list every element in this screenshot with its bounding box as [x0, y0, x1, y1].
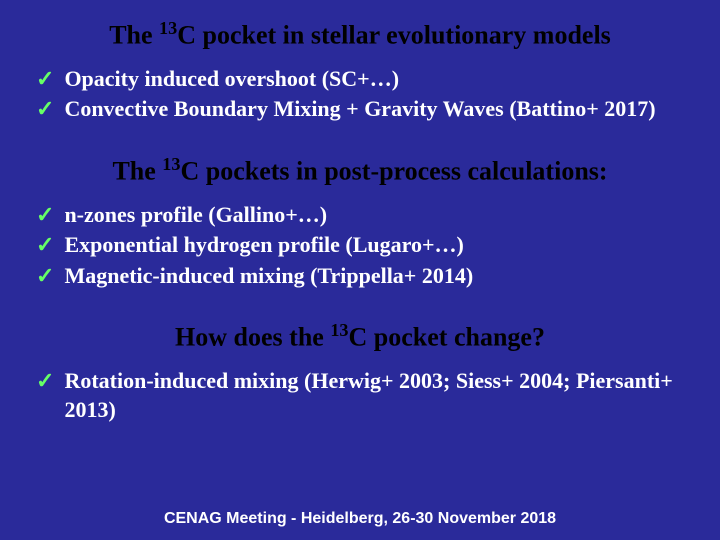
bullet-item: ✓ n-zones profile (Gallino+…) — [36, 201, 690, 230]
bullet-list-2: ✓ n-zones profile (Gallino+…) ✓ Exponent… — [36, 201, 690, 291]
bullet-item: ✓ Rotation-induced mixing (Herwig+ 2003;… — [36, 367, 690, 424]
title-3-pre: How does the — [175, 323, 330, 352]
bullet-text: n-zones profile (Gallino+…) — [64, 201, 327, 230]
title-2-post: C pockets in post-process calculations: — [180, 157, 607, 186]
bullet-text: Rotation-induced mixing (Herwig+ 2003; S… — [64, 367, 690, 424]
bullet-list-3: ✓ Rotation-induced mixing (Herwig+ 2003;… — [36, 367, 690, 424]
title-2: The 13C pockets in post-process calculat… — [30, 154, 690, 187]
check-icon: ✓ — [36, 231, 54, 260]
title-1-sup: 13 — [159, 18, 177, 38]
title-2-sup: 13 — [162, 154, 180, 174]
bullet-text: Exponential hydrogen profile (Lugaro+…) — [64, 231, 463, 260]
footer-text: CENAG Meeting - Heidelberg, 26-30 Novemb… — [0, 510, 720, 528]
check-icon: ✓ — [36, 95, 54, 124]
check-icon: ✓ — [36, 367, 54, 396]
title-1-post: C pocket in stellar evolutionary models — [177, 21, 611, 50]
bullet-text: Opacity induced overshoot (SC+…) — [64, 65, 399, 94]
bullet-item: ✓ Exponential hydrogen profile (Lugaro+…… — [36, 231, 690, 260]
title-1-pre: The — [109, 21, 159, 50]
bullet-text: Magnetic-induced mixing (Trippella+ 2014… — [64, 262, 473, 291]
bullet-item: ✓ Opacity induced overshoot (SC+…) — [36, 65, 690, 94]
check-icon: ✓ — [36, 262, 54, 291]
title-2-pre: The — [112, 157, 162, 186]
title-3-sup: 13 — [330, 320, 348, 340]
title-1: The 13C pocket in stellar evolutionary m… — [30, 18, 690, 51]
bullet-item: ✓ Convective Boundary Mixing + Gravity W… — [36, 95, 690, 124]
bullet-list-1: ✓ Opacity induced overshoot (SC+…) ✓ Con… — [36, 65, 690, 124]
slide-container: The 13C pocket in stellar evolutionary m… — [0, 0, 720, 540]
check-icon: ✓ — [36, 65, 54, 94]
title-3-post: C pocket change? — [349, 323, 545, 352]
bullet-item: ✓ Magnetic-induced mixing (Trippella+ 20… — [36, 262, 690, 291]
bullet-text: Convective Boundary Mixing + Gravity Wav… — [64, 95, 655, 124]
check-icon: ✓ — [36, 201, 54, 230]
title-3: How does the 13C pocket change? — [30, 320, 690, 353]
